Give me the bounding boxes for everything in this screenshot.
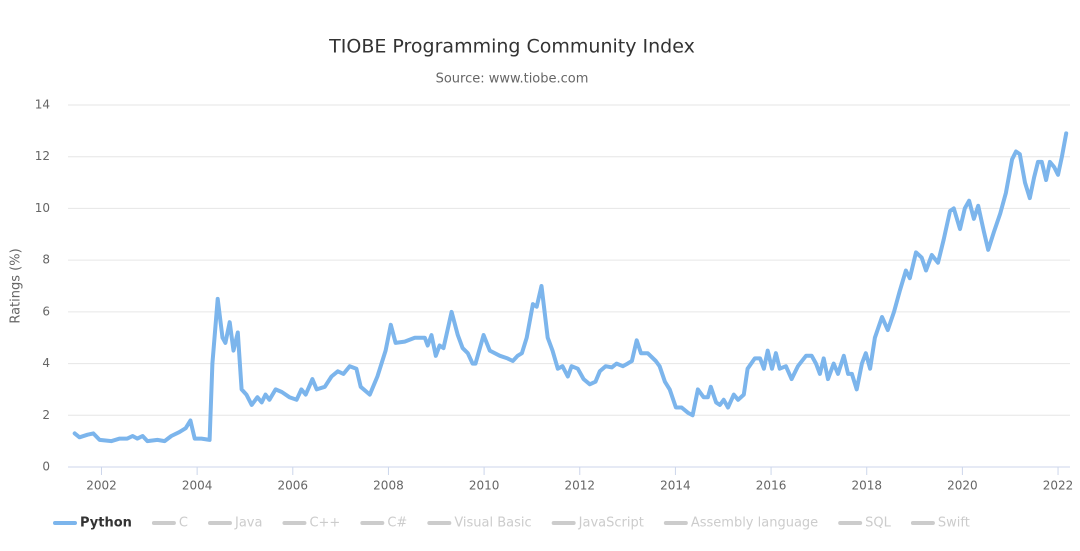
- legend-label[interactable]: SQL: [865, 516, 891, 531]
- legend-label[interactable]: C#: [387, 516, 407, 531]
- legend-label[interactable]: Java: [234, 516, 262, 531]
- x-tick-label: 2010: [469, 479, 500, 493]
- y-tick-label: 8: [42, 253, 50, 267]
- series-line: [72, 131, 1069, 444]
- y-tick-label: 2: [42, 408, 50, 422]
- y-tick-label: 14: [35, 98, 50, 112]
- legend-label[interactable]: C: [179, 516, 188, 531]
- legend-label[interactable]: Swift: [938, 516, 970, 531]
- x-tick-label: 2018: [851, 479, 882, 493]
- chart-subtitle: Source: www.tiobe.com: [436, 72, 589, 87]
- x-tick-label: 2022: [1043, 479, 1074, 493]
- x-tick-label: 2002: [86, 479, 117, 493]
- x-tick-label: 2006: [278, 479, 309, 493]
- y-tick-label: 10: [35, 201, 50, 215]
- y-tick-label: 0: [42, 460, 50, 474]
- x-tick-label: 2008: [373, 479, 404, 493]
- chart-title: TIOBE Programming Community Index: [328, 36, 695, 58]
- x-tick-label: 2004: [182, 479, 213, 493]
- legend-label[interactable]: Visual Basic: [454, 516, 531, 531]
- legend-label[interactable]: JavaScript: [578, 516, 644, 531]
- legend-label[interactable]: Python: [80, 516, 132, 531]
- x-tick-label: 2016: [756, 479, 787, 493]
- x-tick-label: 2020: [947, 479, 978, 493]
- x-tick-label: 2014: [660, 479, 691, 493]
- y-tick-label: 4: [42, 356, 50, 370]
- legend-label[interactable]: Assembly language: [691, 516, 818, 531]
- y-tick-label: 12: [35, 149, 50, 163]
- x-tick-label: 2012: [564, 479, 595, 493]
- legend-label[interactable]: C++: [309, 516, 340, 531]
- y-axis-label: Ratings (%): [9, 248, 24, 323]
- y-tick-label: 6: [42, 304, 50, 318]
